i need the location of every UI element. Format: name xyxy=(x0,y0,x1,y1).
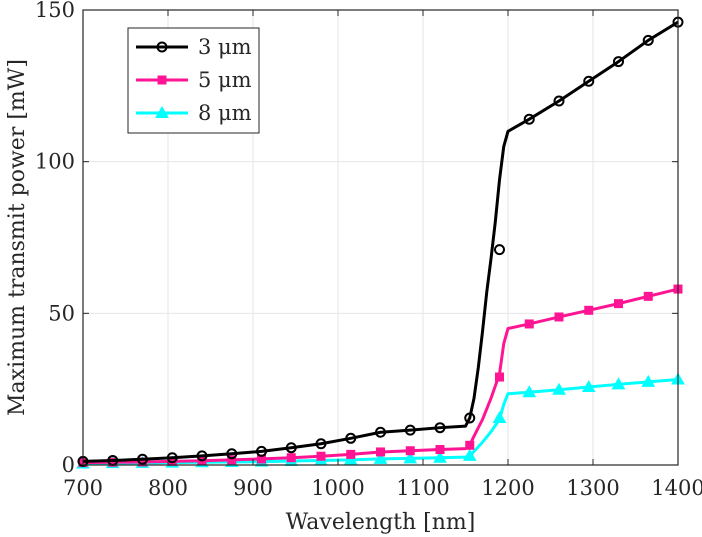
data-point xyxy=(492,410,507,423)
data-point xyxy=(613,56,624,68)
data-point xyxy=(316,451,326,461)
data-point xyxy=(522,385,537,398)
data-point xyxy=(611,377,626,390)
y-tick-label: 150 xyxy=(35,0,75,22)
data-point xyxy=(464,412,476,424)
x-tick-label: 1400 xyxy=(651,476,702,500)
data-point xyxy=(642,34,654,46)
x-tick-label: 1100 xyxy=(396,476,449,500)
y-axis-title: Maximum transmit power [mW] xyxy=(5,59,30,416)
legend-marker xyxy=(157,75,167,85)
data-point xyxy=(315,438,327,450)
data-point xyxy=(227,455,237,465)
data-point xyxy=(584,305,594,315)
legend-marker xyxy=(155,105,169,118)
x-tick-label: 1300 xyxy=(566,476,619,500)
data-point xyxy=(434,422,446,434)
data-point xyxy=(226,448,238,460)
legend-label: 8 μm xyxy=(198,101,252,125)
y-tick-label: 0 xyxy=(62,453,75,477)
data-point xyxy=(285,442,297,454)
legend: 3 μm 5 μm 8 μm xyxy=(127,27,260,134)
data-point xyxy=(404,424,416,436)
legend-label: 5 μm xyxy=(198,68,252,92)
data-point xyxy=(376,447,385,457)
data-point xyxy=(495,372,504,382)
data-point xyxy=(524,319,534,329)
data-point xyxy=(345,432,357,444)
data-point xyxy=(552,382,566,395)
series-layer xyxy=(76,16,685,469)
data-point xyxy=(494,244,505,256)
y-tick-label: 100 xyxy=(35,150,75,174)
data-point xyxy=(433,450,447,463)
data-point xyxy=(554,312,564,322)
data-point xyxy=(343,452,358,465)
x-axis-title: Wavelength [nm] xyxy=(286,510,476,535)
x-tick-label: 700 xyxy=(63,476,103,500)
y-tick-label: 50 xyxy=(48,301,75,325)
data-point xyxy=(375,426,386,438)
data-point xyxy=(137,453,148,465)
data-point xyxy=(641,374,656,387)
x-tick-label: 1200 xyxy=(481,476,534,500)
data-point xyxy=(403,451,418,464)
x-tick-label: 1000 xyxy=(311,476,364,500)
data-point xyxy=(405,446,415,456)
data-point xyxy=(465,440,475,450)
data-point xyxy=(583,75,595,87)
axes: 700 800 900 1000 1100 1200 1300 1400 0 50 100 150 xyxy=(35,0,702,500)
data-point xyxy=(435,445,445,455)
data-point xyxy=(286,453,296,463)
data-point xyxy=(373,451,388,464)
x-tick-label: 800 xyxy=(148,476,188,500)
data-point xyxy=(166,452,178,464)
legend-marker xyxy=(156,41,168,53)
data-point xyxy=(256,445,267,457)
x-tick-label: 900 xyxy=(233,476,273,500)
data-point xyxy=(643,291,653,301)
data-point xyxy=(614,299,623,309)
data-point xyxy=(581,380,596,393)
data-point xyxy=(553,95,565,107)
data-point xyxy=(523,113,535,125)
legend-label: 3 μm xyxy=(198,35,252,59)
data-point xyxy=(196,450,208,462)
plot-frame xyxy=(82,9,679,466)
data-point xyxy=(462,448,477,461)
data-point xyxy=(346,449,356,459)
